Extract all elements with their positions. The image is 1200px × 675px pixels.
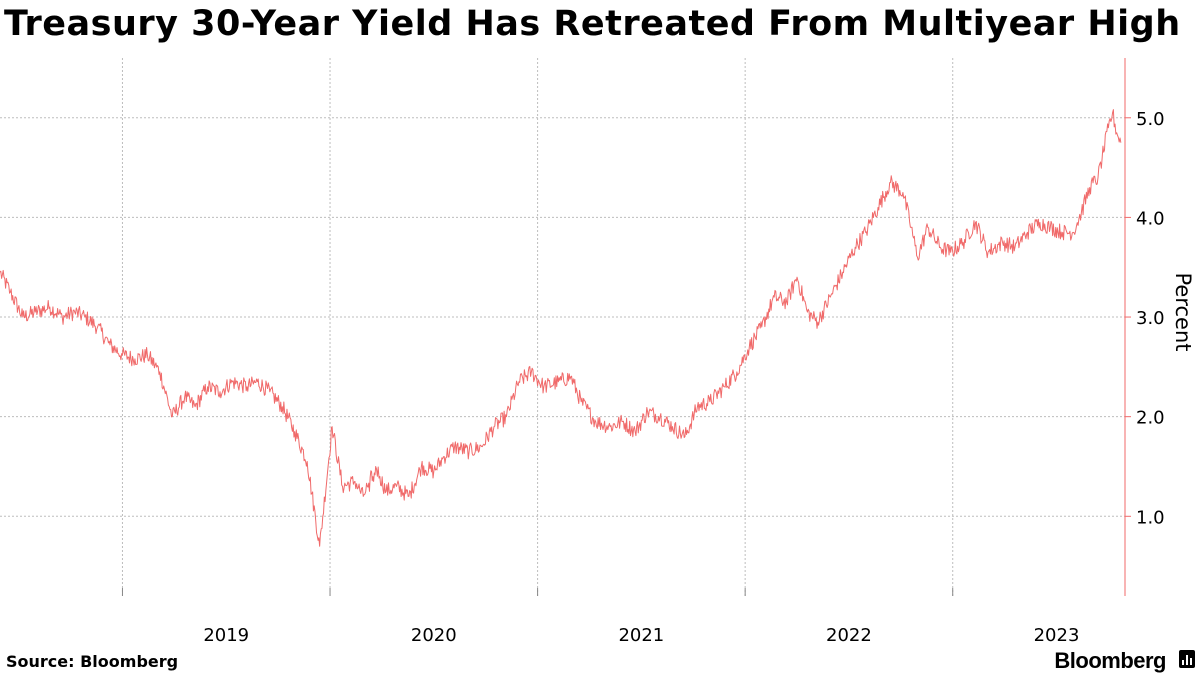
chart-title: Treasury 30-Year Yield Has Retreated Fro… bbox=[4, 4, 1181, 44]
y-tick-label: 1.0 bbox=[1136, 507, 1165, 528]
y-tick-label: 5.0 bbox=[1136, 109, 1165, 130]
x-tick-label: 2021 bbox=[618, 625, 664, 646]
x-tick-label: 2019 bbox=[203, 625, 249, 646]
y-axis-label: Percent bbox=[1171, 272, 1195, 351]
x-tick-label: 2023 bbox=[1034, 625, 1080, 646]
x-tick-label: 2020 bbox=[411, 625, 457, 646]
x-tick-label: 2022 bbox=[826, 625, 872, 646]
y-tick-label: 3.0 bbox=[1136, 308, 1165, 329]
axis-layer bbox=[121, 58, 1131, 596]
series-line-yield bbox=[0, 109, 1122, 547]
grid-layer bbox=[0, 58, 1125, 596]
y-tick-label: 2.0 bbox=[1136, 408, 1165, 429]
bloomberg-chart-icon bbox=[1179, 650, 1195, 668]
source-note: Source: Bloomberg bbox=[6, 652, 179, 671]
y-tick-label: 4.0 bbox=[1136, 208, 1165, 229]
label-layer: 1.0 2.0 3.0 4.0 5.0 2019 2020 2021 2022 2023 Perce… bbox=[203, 109, 1195, 646]
bloomberg-logo: Bloomberg bbox=[1054, 648, 1166, 673]
series-layer bbox=[0, 109, 1122, 547]
